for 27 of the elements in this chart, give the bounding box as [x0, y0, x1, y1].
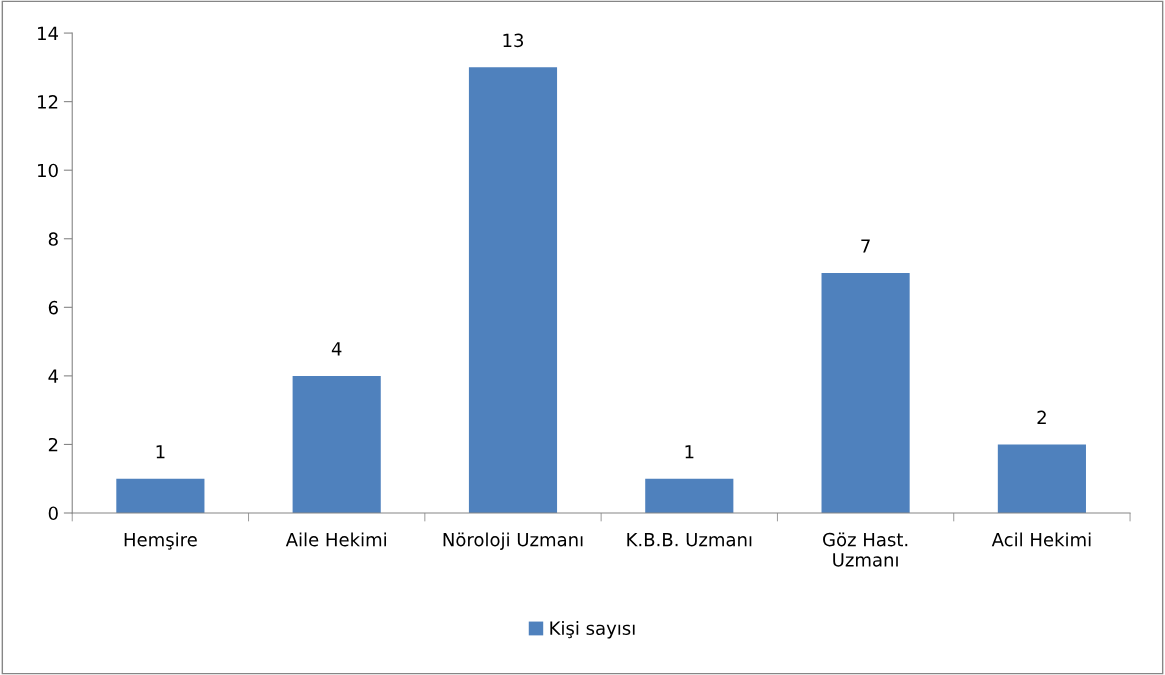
data-label: 1 [685, 445, 694, 459]
x-tick-label: K.B.B. Uzmanı [627, 533, 752, 547]
y-tick-label: 12 [38, 95, 58, 109]
y-tick-label: 6 [48, 300, 58, 315]
bar [292, 375, 381, 513]
y-tick-label: 2 [48, 437, 58, 452]
bar [468, 67, 558, 513]
bar [645, 478, 734, 513]
y-tick-label: 0 [48, 506, 58, 521]
x-tick-label: Acil Hekimi [991, 532, 1091, 547]
y-tick-label: 4 [48, 369, 59, 383]
x-tick-label: Göz Hast. Uzmanı [823, 532, 908, 567]
x-tick-label: Nöroloji Uzmanı [443, 532, 583, 550]
y-tick-label: 8 [48, 232, 58, 246]
bar [997, 444, 1086, 513]
data-label: 4 [331, 342, 342, 356]
data-label: 1 [156, 445, 165, 459]
x-tick-label: Aile Hekimi [285, 532, 386, 547]
bar [116, 478, 205, 513]
y-tick-label: 10 [38, 163, 58, 178]
data-label: 13 [503, 33, 524, 48]
y-tick-label: 14 [38, 26, 59, 40]
data-label: 7 [861, 239, 870, 253]
legend-label: Kişi sayısı [550, 621, 635, 639]
data-label: 2 [1037, 410, 1046, 425]
bar [821, 273, 910, 513]
x-tick-label: Hemşire [124, 532, 197, 550]
